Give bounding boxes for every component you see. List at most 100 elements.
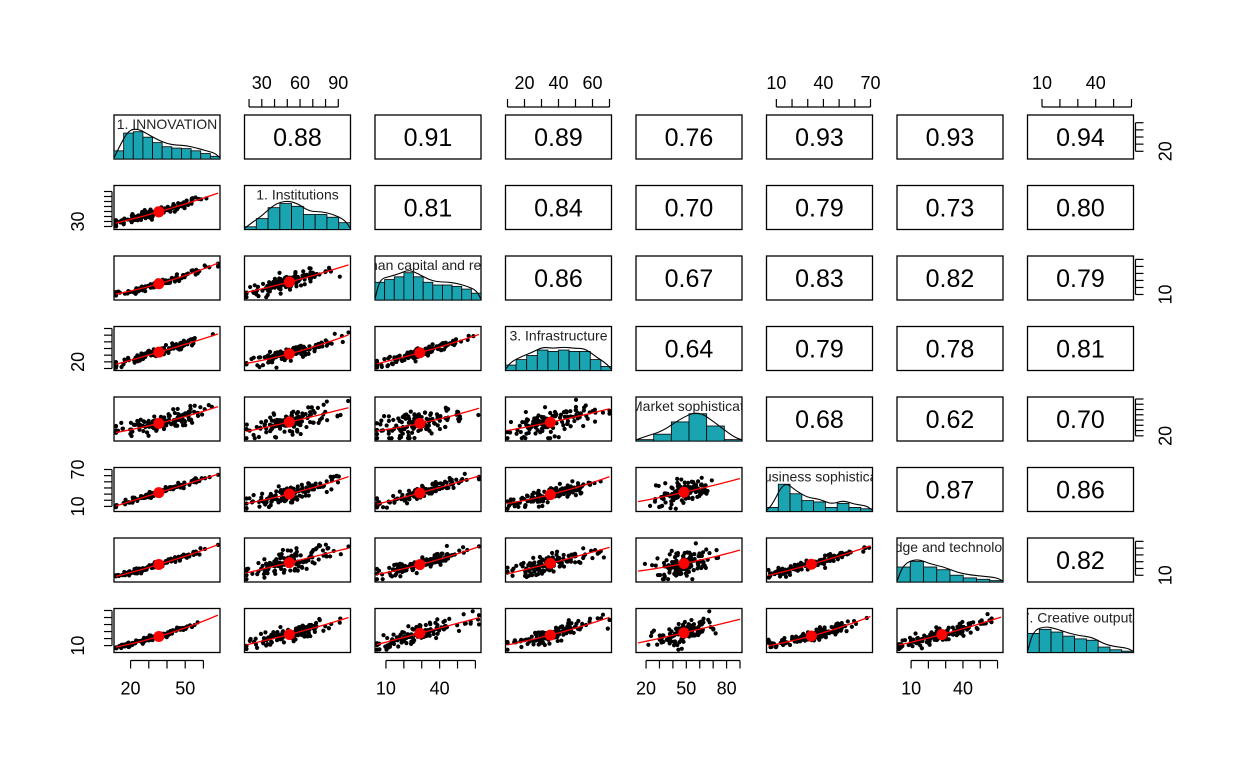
scatter-point (319, 416, 324, 421)
panel-2-6: 0.82 (896, 255, 1004, 301)
scatter-point (391, 493, 396, 499)
density-curve (505, 346, 612, 370)
scatter-point (377, 647, 382, 652)
scatter-point (542, 405, 548, 410)
scatter-point (689, 617, 694, 623)
panel-0-4: 0.76 (635, 114, 743, 160)
scatter-point (845, 619, 850, 624)
scatter-point (535, 428, 540, 433)
scatter-point (674, 494, 679, 500)
scatter-point (701, 560, 706, 565)
smooth-line (115, 333, 219, 365)
histogram-bar (848, 507, 862, 512)
scatter-point (326, 626, 332, 631)
panel-4-7: 0.70 (1026, 396, 1135, 442)
panel-3-6: 0.78 (896, 325, 1004, 372)
scatter-point (517, 423, 522, 428)
histogram-bar (813, 501, 826, 512)
scatter-point (198, 546, 203, 551)
scatter-point (672, 639, 678, 644)
scatter-point (423, 410, 428, 415)
scatter-point (548, 429, 553, 435)
correlation-value: 0.67 (665, 265, 714, 293)
scatter-point (642, 561, 648, 566)
scatter-point (265, 292, 270, 298)
scatter-point (693, 541, 698, 546)
scatter-point (168, 209, 173, 214)
scatter-point (688, 552, 693, 557)
scatter-point (288, 568, 293, 573)
scatter-point (575, 416, 580, 421)
scatter-point (692, 552, 697, 557)
histogram-bar (976, 578, 991, 583)
scatter-point (299, 482, 304, 487)
scatter-point (439, 347, 444, 353)
scatter-point (375, 365, 380, 370)
tick-label: 70 (68, 459, 88, 479)
panel-3-2 (374, 325, 482, 372)
panel-3-1 (243, 325, 352, 372)
scatter-point (252, 436, 257, 441)
scatter-point (661, 639, 666, 645)
scatter-point (251, 432, 256, 438)
mean-point (414, 627, 426, 639)
scatter-point (507, 430, 513, 435)
scatter-point (400, 414, 405, 420)
scatter-point (679, 477, 684, 482)
scatter-point (424, 633, 429, 638)
tick-label: 40 (1086, 73, 1106, 93)
scatter-point (346, 544, 351, 549)
mean-point (153, 278, 165, 290)
correlation-value: 0.70 (665, 195, 714, 223)
scatter-point (823, 635, 828, 640)
scatter-point (523, 503, 528, 508)
tick-label: 40 (430, 679, 450, 699)
panel-2-0 (113, 255, 221, 301)
right-axis-4: 20 (1134, 398, 1176, 446)
scatter-point (773, 645, 779, 650)
scatter-point (699, 619, 704, 624)
scatter-point (554, 626, 559, 632)
scatter-point (202, 263, 207, 268)
histogram-bar (568, 351, 581, 371)
scatter-point (670, 560, 675, 565)
scatter-point (539, 630, 544, 635)
scatter-point (505, 647, 510, 652)
scatter-point (262, 423, 267, 428)
histogram-bar (1097, 646, 1111, 653)
panel-7-2 (374, 607, 482, 654)
mean-point (544, 629, 556, 641)
scatter-point (135, 418, 140, 424)
scatter-point (392, 355, 397, 360)
correlation-value: 0.83 (795, 265, 844, 293)
corr-frame (896, 255, 1004, 301)
left-axis-1: 30 (68, 190, 113, 232)
scatter-point (289, 410, 294, 415)
scatter-point (404, 412, 409, 417)
scatter-point (375, 431, 380, 437)
scatter-point (510, 573, 515, 578)
scatter-point (678, 571, 683, 577)
scatter-point (689, 564, 694, 569)
histogram-bar (670, 421, 690, 442)
scatter-point (294, 549, 299, 554)
scatter-point (263, 419, 269, 424)
histogram-bar (161, 146, 173, 160)
scatter-point (537, 492, 542, 497)
scatter-point (668, 506, 673, 511)
scatter-point (294, 546, 299, 551)
scatter-point (176, 411, 181, 417)
scatter-points (375, 609, 481, 652)
scatter-point (133, 422, 138, 427)
scatter-point (580, 621, 585, 626)
smooth-line (376, 475, 480, 505)
scatter-point (682, 619, 687, 625)
panel-1-6: 0.73 (896, 184, 1004, 231)
scatter-point (282, 429, 287, 434)
scatter-point (166, 350, 171, 356)
histogram (113, 131, 221, 160)
correlation-value: 0.79 (795, 336, 844, 364)
scatter-point (382, 357, 387, 362)
panel-6-0 (113, 537, 221, 583)
